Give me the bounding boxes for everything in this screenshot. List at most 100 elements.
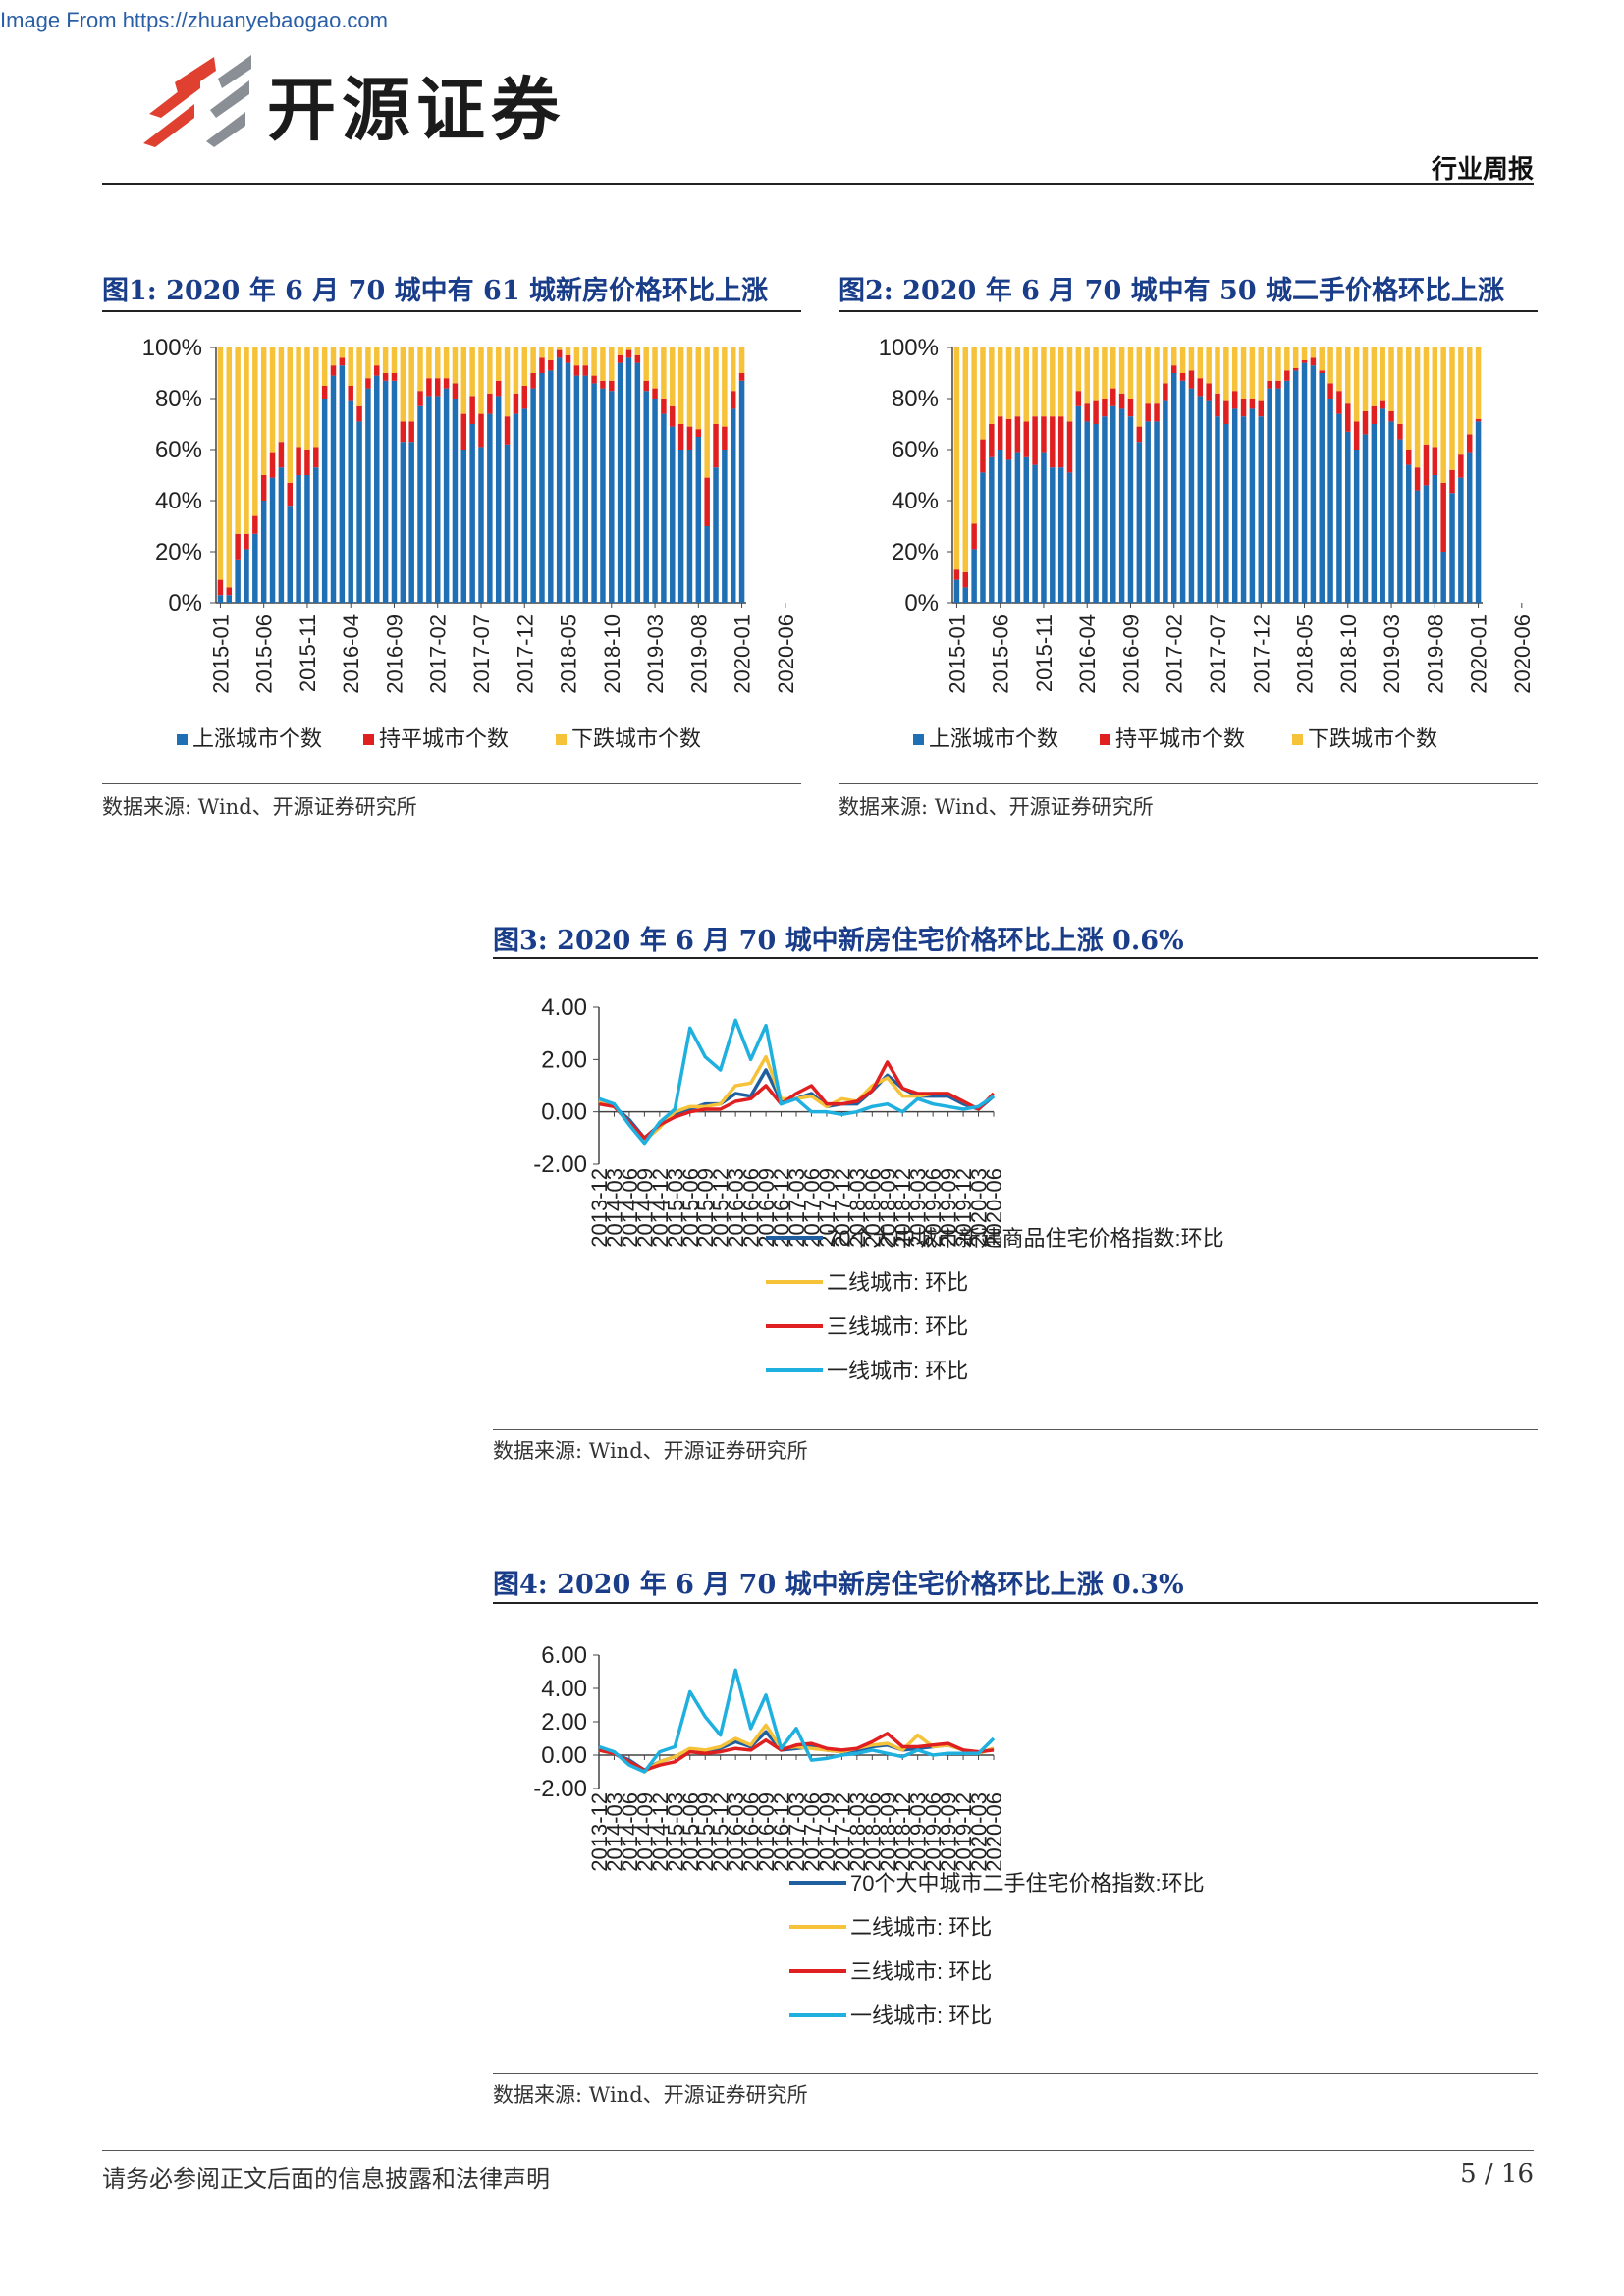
x-tick-label: 2015-09 — [693, 1792, 718, 1872]
bar-segment-up — [539, 373, 545, 603]
x-tick-label: 2017-07 — [1206, 614, 1230, 694]
bar-segment-down — [1440, 347, 1446, 483]
bar-segment-flat — [296, 447, 301, 475]
bar-segment-up — [582, 375, 588, 603]
y-tick-label: 40% — [892, 488, 939, 514]
bar-segment-up — [1336, 413, 1342, 603]
bar-segment-up — [1032, 464, 1038, 603]
bar-segment-up — [495, 396, 502, 603]
bar-segment-up — [591, 383, 597, 603]
bar-segment-flat — [565, 354, 571, 363]
bar-segment-up — [1231, 408, 1238, 603]
bar-segment-up — [1432, 475, 1438, 603]
legend-label: 三线城市: 环比 — [827, 1314, 968, 1339]
bar-segment-flat — [730, 391, 736, 409]
x-tick-label: 2020-06 — [982, 1168, 1006, 1248]
bar-segment-up — [1041, 452, 1047, 603]
bar-segment-up — [296, 475, 301, 603]
x-tick-label: 2020-06 — [1510, 614, 1535, 694]
bar-segment-flat — [1075, 391, 1082, 406]
bar-segment-up — [1005, 459, 1012, 603]
bar-segment-up — [1301, 362, 1308, 603]
bar-segment-flat — [591, 375, 597, 384]
bar-segment-flat — [989, 424, 995, 457]
bar-segment-down — [374, 347, 380, 366]
bar-segment-up — [625, 357, 632, 603]
bar-segment-up — [287, 506, 293, 603]
bar-segment-down — [1240, 347, 1247, 399]
bar-segment-flat — [1084, 403, 1090, 422]
x-tick-label: 2019-03 — [1380, 614, 1404, 694]
bar-segment-down — [1327, 347, 1333, 384]
bar-segment-down — [504, 347, 511, 417]
bar-segment-up — [348, 400, 353, 603]
bar-segment-flat — [391, 373, 398, 381]
x-tick-label: 2015-11 — [296, 614, 320, 692]
bar-segment-up — [1414, 490, 1421, 603]
bar-segment-flat — [1102, 399, 1108, 417]
bar-segment-up — [1475, 421, 1482, 603]
bar-segment-up — [226, 595, 233, 603]
bar-segment-up — [686, 450, 693, 603]
bar-segment-down — [591, 347, 597, 376]
y-tick-label: 0.00 — [541, 1099, 587, 1126]
bar-segment-down — [1397, 347, 1403, 424]
x-tick-label: 2017-12 — [830, 1792, 854, 1872]
x-tick-label: 2015-12 — [709, 1168, 733, 1248]
x-tick-label: 2015-06 — [252, 614, 277, 694]
bar-segment-flat — [321, 386, 328, 399]
bar-segment-flat — [625, 349, 632, 358]
bar-segment-down — [339, 347, 346, 358]
bar-segment-up — [408, 442, 414, 603]
bar-segment-down — [434, 347, 441, 379]
x-tick-label: 2018-05 — [557, 614, 581, 694]
bar-segment-up — [244, 549, 249, 603]
bar-segment-flat — [1440, 482, 1446, 552]
x-tick-label: 2017-06 — [799, 1792, 824, 1872]
bar-segment-down — [1458, 347, 1464, 455]
bar-segment-up — [989, 456, 995, 603]
bar-segment-flat — [971, 523, 977, 550]
bar-segment-flat — [504, 416, 511, 445]
y-tick-label: 20% — [892, 539, 939, 565]
bar-segment-flat — [443, 378, 450, 389]
bar-segment-up — [1223, 424, 1229, 603]
bar-segment-up — [469, 424, 475, 603]
bar-segment-up — [1014, 452, 1021, 603]
y-tick-label: 100% — [142, 335, 202, 361]
bar-segment-up — [1284, 380, 1290, 603]
bar-segment-up — [452, 399, 459, 603]
bar-segment-down — [487, 347, 493, 394]
bar-segment-down — [235, 347, 241, 534]
bar-segment-up — [1327, 399, 1333, 603]
bar-segment-down — [1284, 347, 1290, 371]
y-tick-label: 80% — [155, 386, 202, 412]
bar-segment-up — [1084, 421, 1090, 603]
x-tick-label: 2017-06 — [799, 1168, 824, 1248]
x-tick-label: 2018-03 — [845, 1168, 870, 1248]
series-line-2 — [598, 1732, 995, 1773]
bar-segment-flat — [1249, 399, 1256, 409]
bar-segment-up — [1215, 416, 1220, 603]
figure-2-title: 图2: 2020 年 6 月 70 城中有 50 城二手价格环比上涨 — [839, 276, 1505, 306]
bar-segment-up — [269, 477, 276, 603]
document-type: 行业周报 — [1431, 155, 1534, 185]
x-tick-label: 2015-03 — [663, 1168, 687, 1248]
bar-segment-down — [260, 347, 267, 475]
bar-segment-down — [1197, 347, 1204, 379]
footer-rule — [102, 2150, 1534, 2151]
bar-segment-up — [1102, 416, 1108, 603]
bar-segment-down — [469, 347, 475, 397]
x-tick-label: 2015-03 — [663, 1792, 687, 1872]
bar-segment-flat — [652, 388, 658, 399]
bar-segment-up — [971, 549, 977, 603]
bar-segment-flat — [408, 421, 414, 443]
figure-2-chart: 100% 80% 60% 40% 20% 0%2015-01 2015-06 2015-11 2… — [879, 335, 1535, 751]
bar-segment-up — [997, 450, 1003, 603]
bar-segment-flat — [434, 378, 441, 397]
source-link[interactable]: Image From https://zhuanyebaogao.com — [0, 8, 388, 32]
bar-segment-flat — [1170, 365, 1177, 373]
bar-segment-up — [1197, 396, 1204, 603]
bar-segment-up — [1127, 416, 1134, 603]
figure-1-source: 数据来源: Wind、开源证券研究所 — [102, 795, 417, 819]
